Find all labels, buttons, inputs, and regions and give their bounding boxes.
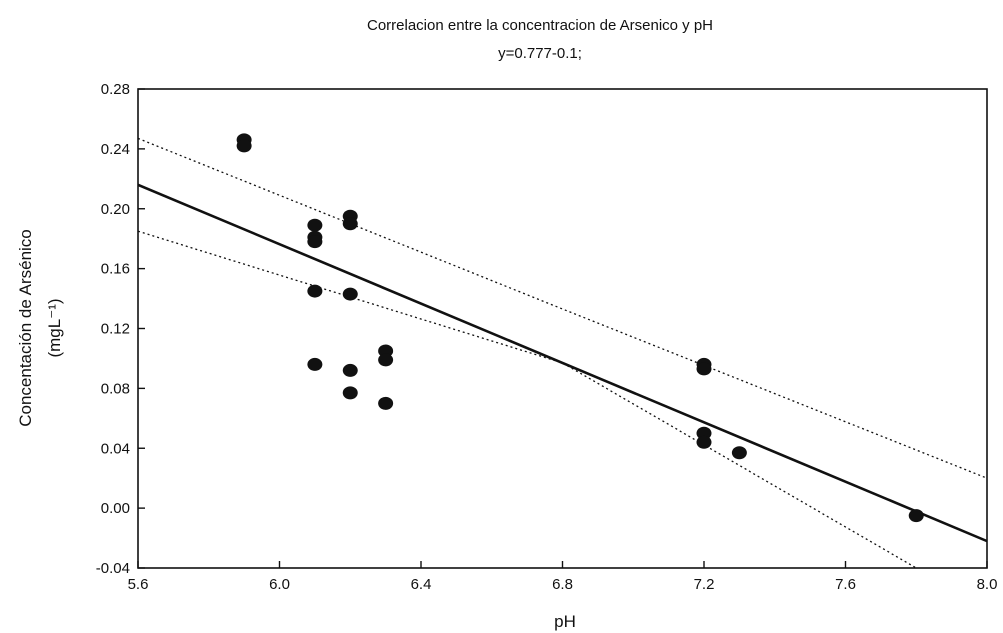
y-tick-label: 0.20 bbox=[101, 201, 130, 218]
x-tick-label: 6.4 bbox=[411, 576, 432, 593]
chart-subtitle: y=0.777-0.1; bbox=[498, 45, 582, 62]
plot-frame bbox=[137, 88, 988, 569]
plot-area: 5.6 6.0 6.4 6.8 7.2 7.6 8.0 -0.04 0.00 0.04 0.08 0.… bbox=[96, 81, 998, 593]
data-point bbox=[696, 426, 712, 440]
x-tick-label: 6.0 bbox=[269, 576, 290, 593]
data-point bbox=[342, 363, 358, 377]
data-point bbox=[342, 217, 358, 231]
x-tick-label: 5.6 bbox=[128, 576, 149, 593]
y-tick-label: 0.08 bbox=[101, 380, 130, 397]
y-axis-label-line1: Concentación de Arsénico bbox=[16, 229, 35, 427]
x-tick-label: 6.8 bbox=[552, 576, 573, 593]
data-point bbox=[307, 357, 323, 371]
data-point bbox=[307, 284, 323, 298]
data-point bbox=[307, 218, 323, 232]
data-point bbox=[342, 386, 358, 400]
x-tick-label: 7.6 bbox=[835, 576, 856, 593]
data-point bbox=[236, 139, 252, 153]
chart-title: Correlacion entre la concentracion de Ar… bbox=[367, 17, 713, 34]
y-tick-label: 0.28 bbox=[101, 81, 130, 98]
y-tick-label: 0.16 bbox=[101, 261, 130, 278]
regression-line bbox=[138, 183, 987, 543]
confidence-band-lower bbox=[138, 230, 917, 568]
y-tick-label: -0.04 bbox=[96, 560, 130, 577]
data-point bbox=[908, 509, 924, 523]
x-tick-label: 8.0 bbox=[977, 576, 998, 593]
data-point bbox=[378, 353, 394, 367]
data-point bbox=[696, 362, 712, 376]
data-point bbox=[696, 435, 712, 449]
data-point bbox=[342, 287, 358, 301]
data-point bbox=[731, 446, 747, 460]
x-axis-label: pH bbox=[554, 612, 576, 631]
y-tick-label: 0.12 bbox=[101, 321, 130, 338]
y-tick-label: 0.00 bbox=[101, 500, 130, 517]
data-point bbox=[307, 235, 323, 249]
confidence-band-upper bbox=[138, 137, 987, 479]
data-point bbox=[378, 344, 394, 358]
y-axis-label-line2: (mgL⁻¹) bbox=[45, 298, 64, 357]
y-tick-label: 0.04 bbox=[101, 440, 130, 457]
x-tick-label: 7.2 bbox=[694, 576, 715, 593]
data-point bbox=[378, 396, 394, 410]
y-tick-label: 0.24 bbox=[101, 141, 130, 158]
